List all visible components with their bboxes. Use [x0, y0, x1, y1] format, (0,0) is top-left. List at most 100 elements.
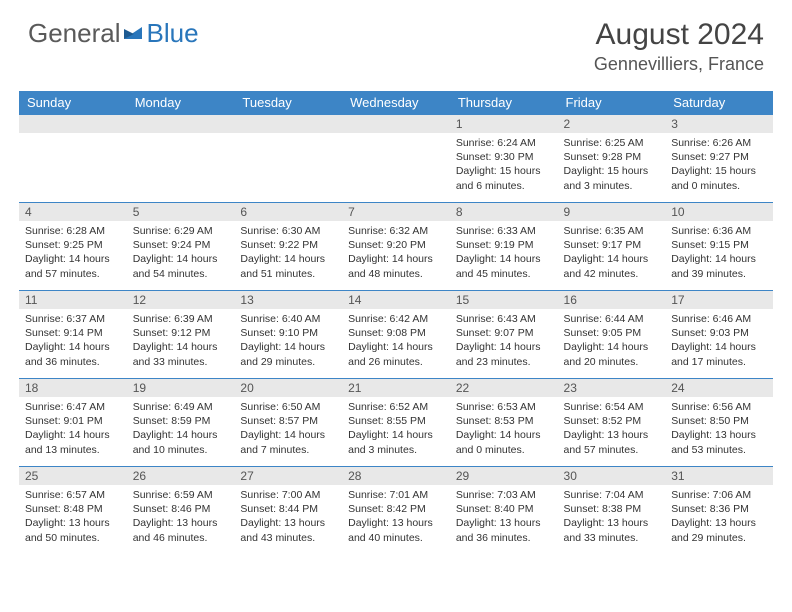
week-row: 11Sunrise: 6:37 AMSunset: 9:14 PMDayligh… [19, 291, 773, 379]
day-cell [234, 115, 342, 203]
week-row: 18Sunrise: 6:47 AMSunset: 9:01 PMDayligh… [19, 379, 773, 467]
day-content: Sunrise: 6:37 AMSunset: 9:14 PMDaylight:… [19, 309, 127, 373]
day-content: Sunrise: 6:35 AMSunset: 9:17 PMDaylight:… [558, 221, 666, 285]
day-cell: 23Sunrise: 6:54 AMSunset: 8:52 PMDayligh… [558, 379, 666, 467]
day-cell: 11Sunrise: 6:37 AMSunset: 9:14 PMDayligh… [19, 291, 127, 379]
day-cell: 31Sunrise: 7:06 AMSunset: 8:36 PMDayligh… [665, 467, 773, 555]
day-content: Sunrise: 6:53 AMSunset: 8:53 PMDaylight:… [450, 397, 558, 461]
day-header: Friday [558, 91, 666, 115]
day-content: Sunrise: 6:40 AMSunset: 9:10 PMDaylight:… [234, 309, 342, 373]
day-content: Sunrise: 6:50 AMSunset: 8:57 PMDaylight:… [234, 397, 342, 461]
day-number: 13 [234, 291, 342, 309]
day-content: Sunrise: 6:28 AMSunset: 9:25 PMDaylight:… [19, 221, 127, 285]
day-cell: 27Sunrise: 7:00 AMSunset: 8:44 PMDayligh… [234, 467, 342, 555]
day-cell: 18Sunrise: 6:47 AMSunset: 9:01 PMDayligh… [19, 379, 127, 467]
day-number: 26 [127, 467, 235, 485]
day-header-row: SundayMondayTuesdayWednesdayThursdayFrid… [19, 91, 773, 115]
day-cell: 15Sunrise: 6:43 AMSunset: 9:07 PMDayligh… [450, 291, 558, 379]
empty-day-number [19, 115, 127, 133]
day-number: 22 [450, 379, 558, 397]
day-cell: 28Sunrise: 7:01 AMSunset: 8:42 PMDayligh… [342, 467, 450, 555]
day-content: Sunrise: 7:04 AMSunset: 8:38 PMDaylight:… [558, 485, 666, 549]
day-number: 19 [127, 379, 235, 397]
day-cell: 19Sunrise: 6:49 AMSunset: 8:59 PMDayligh… [127, 379, 235, 467]
day-content: Sunrise: 6:29 AMSunset: 9:24 PMDaylight:… [127, 221, 235, 285]
day-content: Sunrise: 6:39 AMSunset: 9:12 PMDaylight:… [127, 309, 235, 373]
day-number: 17 [665, 291, 773, 309]
day-content: Sunrise: 6:33 AMSunset: 9:19 PMDaylight:… [450, 221, 558, 285]
day-number: 14 [342, 291, 450, 309]
day-number: 12 [127, 291, 235, 309]
calendar-body: 1Sunrise: 6:24 AMSunset: 9:30 PMDaylight… [19, 115, 773, 555]
day-content: Sunrise: 6:24 AMSunset: 9:30 PMDaylight:… [450, 133, 558, 197]
week-row: 1Sunrise: 6:24 AMSunset: 9:30 PMDaylight… [19, 115, 773, 203]
empty-day-number [127, 115, 235, 133]
day-header: Saturday [665, 91, 773, 115]
day-number: 21 [342, 379, 450, 397]
day-content: Sunrise: 6:32 AMSunset: 9:20 PMDaylight:… [342, 221, 450, 285]
day-cell: 22Sunrise: 6:53 AMSunset: 8:53 PMDayligh… [450, 379, 558, 467]
day-cell: 26Sunrise: 6:59 AMSunset: 8:46 PMDayligh… [127, 467, 235, 555]
day-number: 27 [234, 467, 342, 485]
day-number: 15 [450, 291, 558, 309]
day-content: Sunrise: 6:56 AMSunset: 8:50 PMDaylight:… [665, 397, 773, 461]
day-header: Wednesday [342, 91, 450, 115]
day-cell: 1Sunrise: 6:24 AMSunset: 9:30 PMDaylight… [450, 115, 558, 203]
day-number: 8 [450, 203, 558, 221]
day-cell: 17Sunrise: 6:46 AMSunset: 9:03 PMDayligh… [665, 291, 773, 379]
day-content: Sunrise: 6:36 AMSunset: 9:15 PMDaylight:… [665, 221, 773, 285]
day-number: 30 [558, 467, 666, 485]
day-cell: 12Sunrise: 6:39 AMSunset: 9:12 PMDayligh… [127, 291, 235, 379]
logo-text-general: General [28, 18, 121, 49]
day-cell: 7Sunrise: 6:32 AMSunset: 9:20 PMDaylight… [342, 203, 450, 291]
day-content: Sunrise: 6:26 AMSunset: 9:27 PMDaylight:… [665, 133, 773, 197]
day-number: 28 [342, 467, 450, 485]
day-cell: 13Sunrise: 6:40 AMSunset: 9:10 PMDayligh… [234, 291, 342, 379]
day-content: Sunrise: 6:43 AMSunset: 9:07 PMDaylight:… [450, 309, 558, 373]
day-cell: 21Sunrise: 6:52 AMSunset: 8:55 PMDayligh… [342, 379, 450, 467]
day-content: Sunrise: 6:52 AMSunset: 8:55 PMDaylight:… [342, 397, 450, 461]
calendar-table: SundayMondayTuesdayWednesdayThursdayFrid… [19, 91, 773, 555]
day-content: Sunrise: 7:03 AMSunset: 8:40 PMDaylight:… [450, 485, 558, 549]
day-number: 24 [665, 379, 773, 397]
day-content: Sunrise: 6:57 AMSunset: 8:48 PMDaylight:… [19, 485, 127, 549]
day-content: Sunrise: 6:25 AMSunset: 9:28 PMDaylight:… [558, 133, 666, 197]
day-content: Sunrise: 6:30 AMSunset: 9:22 PMDaylight:… [234, 221, 342, 285]
day-cell: 4Sunrise: 6:28 AMSunset: 9:25 PMDaylight… [19, 203, 127, 291]
day-content: Sunrise: 7:01 AMSunset: 8:42 PMDaylight:… [342, 485, 450, 549]
day-content: Sunrise: 6:49 AMSunset: 8:59 PMDaylight:… [127, 397, 235, 461]
week-row: 4Sunrise: 6:28 AMSunset: 9:25 PMDaylight… [19, 203, 773, 291]
day-number: 31 [665, 467, 773, 485]
header: General Blue August 2024 Gennevilliers, … [0, 0, 792, 83]
day-number: 6 [234, 203, 342, 221]
day-header: Monday [127, 91, 235, 115]
day-number: 25 [19, 467, 127, 485]
day-number: 20 [234, 379, 342, 397]
day-cell: 6Sunrise: 6:30 AMSunset: 9:22 PMDaylight… [234, 203, 342, 291]
day-number: 10 [665, 203, 773, 221]
day-cell [127, 115, 235, 203]
day-header: Thursday [450, 91, 558, 115]
day-content: Sunrise: 6:42 AMSunset: 9:08 PMDaylight:… [342, 309, 450, 373]
day-cell [19, 115, 127, 203]
day-number: 3 [665, 115, 773, 133]
day-cell: 14Sunrise: 6:42 AMSunset: 9:08 PMDayligh… [342, 291, 450, 379]
day-content: Sunrise: 6:54 AMSunset: 8:52 PMDaylight:… [558, 397, 666, 461]
logo-mark-icon [123, 20, 145, 47]
logo-text-blue: Blue [147, 18, 199, 49]
day-number: 18 [19, 379, 127, 397]
day-cell: 3Sunrise: 6:26 AMSunset: 9:27 PMDaylight… [665, 115, 773, 203]
day-cell: 2Sunrise: 6:25 AMSunset: 9:28 PMDaylight… [558, 115, 666, 203]
week-row: 25Sunrise: 6:57 AMSunset: 8:48 PMDayligh… [19, 467, 773, 555]
day-header: Sunday [19, 91, 127, 115]
day-cell: 8Sunrise: 6:33 AMSunset: 9:19 PMDaylight… [450, 203, 558, 291]
day-cell: 24Sunrise: 6:56 AMSunset: 8:50 PMDayligh… [665, 379, 773, 467]
day-number: 1 [450, 115, 558, 133]
day-content: Sunrise: 7:06 AMSunset: 8:36 PMDaylight:… [665, 485, 773, 549]
day-cell: 25Sunrise: 6:57 AMSunset: 8:48 PMDayligh… [19, 467, 127, 555]
day-cell: 30Sunrise: 7:04 AMSunset: 8:38 PMDayligh… [558, 467, 666, 555]
day-cell: 10Sunrise: 6:36 AMSunset: 9:15 PMDayligh… [665, 203, 773, 291]
day-number: 29 [450, 467, 558, 485]
day-content: Sunrise: 6:59 AMSunset: 8:46 PMDaylight:… [127, 485, 235, 549]
day-number: 5 [127, 203, 235, 221]
